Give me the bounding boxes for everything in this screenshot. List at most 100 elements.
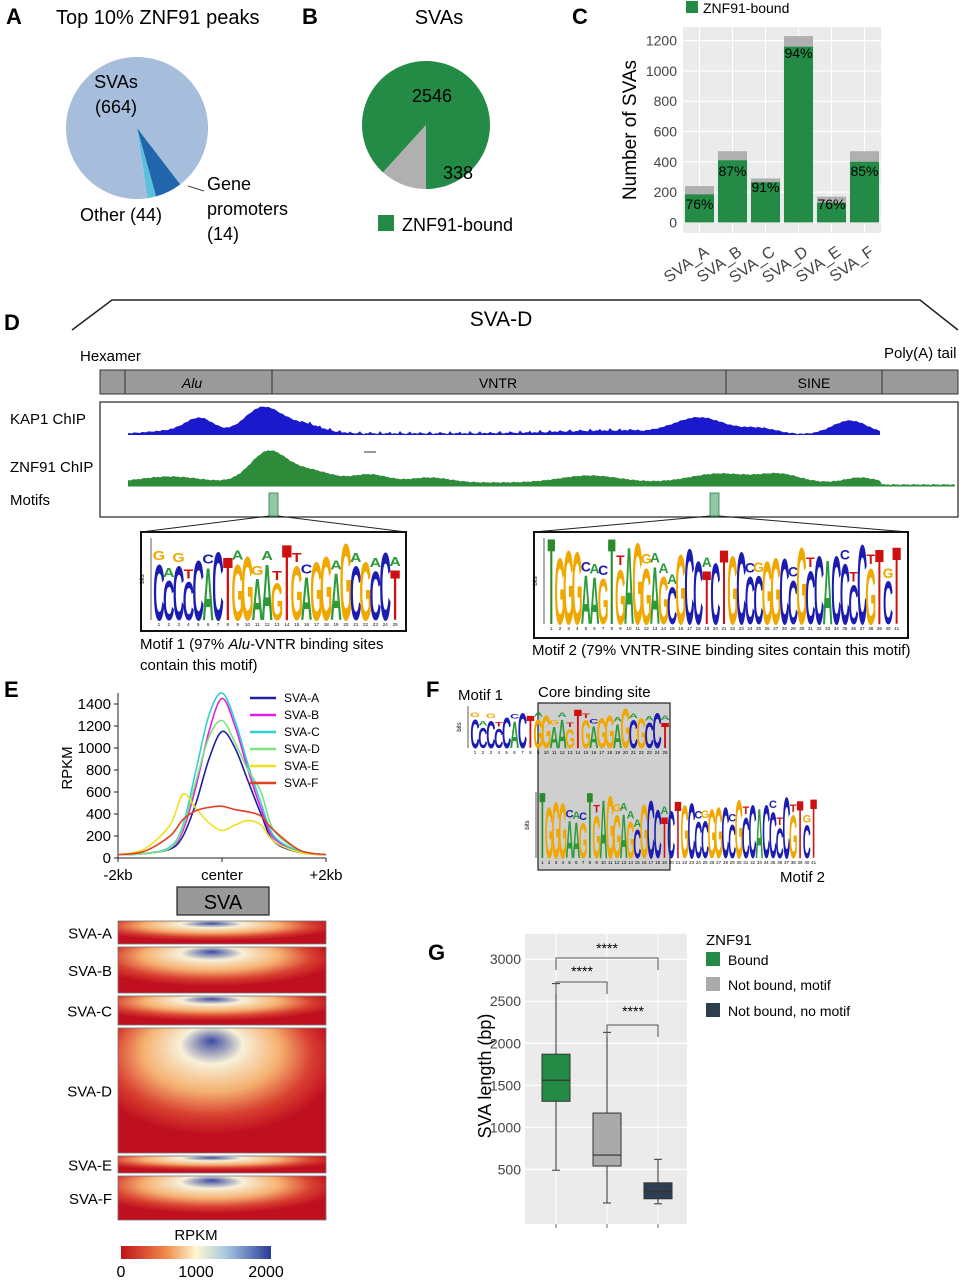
logo-2-letter: G bbox=[555, 540, 566, 645]
bar-c-pct-SVA_F: 85% bbox=[850, 163, 878, 179]
logo-f2-letter-small: C bbox=[728, 813, 736, 825]
logo-f1-letter: C bbox=[629, 713, 638, 757]
bar-c-ylabel: Number of SVAs bbox=[620, 60, 641, 200]
logo-f2-letter bbox=[541, 793, 544, 858]
logo-f2-letter: C bbox=[654, 797, 662, 874]
logo-2-bits: bits bbox=[533, 576, 539, 585]
motif-1-caption-line-2: contain this motif) bbox=[140, 657, 258, 674]
logo-f1-pos: 3 bbox=[490, 750, 493, 755]
logo-f1-letter-small: A bbox=[629, 712, 639, 719]
logo-f2-pos: 23 bbox=[689, 860, 695, 865]
logo-2-letter: G bbox=[658, 564, 669, 639]
logo-2-pos: 12 bbox=[644, 626, 650, 631]
logo-f1-letter-small: A bbox=[557, 712, 567, 719]
logo-f2-letter-small: T bbox=[790, 803, 797, 815]
logo-2-letter: G bbox=[641, 553, 652, 642]
panel-d: D SVA-D Hexamer Poly(A) tail Alu VNTR SI… bbox=[4, 299, 959, 674]
logo-1-pos: 14 bbox=[284, 622, 290, 627]
logo-f2-letter: C bbox=[742, 805, 750, 870]
logo-2-pos: 33 bbox=[825, 626, 831, 631]
box-g-ytick: 500 bbox=[498, 1161, 522, 1177]
line-e-ytick: 400 bbox=[86, 806, 111, 823]
logo-2-letter: C bbox=[745, 563, 755, 639]
logo-1-letter-small: A bbox=[350, 551, 362, 566]
logo-2-letter: A bbox=[581, 562, 591, 640]
logo-2-pos: 15 bbox=[670, 626, 676, 631]
logo-2-pos: 8 bbox=[610, 626, 613, 631]
logo-f1-letter: G bbox=[533, 712, 543, 758]
box-g-ytick: 2500 bbox=[490, 993, 521, 1009]
logo-f1-pos: 7 bbox=[521, 750, 524, 755]
logo-f1-pos: 5 bbox=[505, 750, 508, 755]
logo-2-letter-small: C bbox=[581, 559, 591, 575]
logo-1-pos: 17 bbox=[314, 622, 320, 627]
panel-f-letter: F bbox=[426, 677, 439, 702]
box-g-legend-swatch-nomotif bbox=[706, 1003, 720, 1017]
colorbar-title: RPKM bbox=[174, 1227, 217, 1244]
logo-f1-pos: 16 bbox=[591, 750, 597, 755]
motif-1-marker bbox=[268, 492, 279, 517]
logo-f2-pos: 3 bbox=[555, 860, 558, 865]
logo-f2-letter: G bbox=[579, 812, 588, 869]
logo-2-pos: 24 bbox=[747, 626, 753, 631]
logo-f2-pos: 11 bbox=[608, 860, 613, 865]
logo-1-letter-small: A bbox=[261, 549, 273, 564]
bar-c-bound-SVA_C bbox=[750, 182, 781, 223]
logo-f1-letter-small: C bbox=[589, 718, 599, 725]
logo-f1-pos: 9 bbox=[537, 750, 540, 755]
logo-f1-letter-small: T bbox=[566, 722, 575, 729]
track-znf91-label: ZNF91 ChIP bbox=[10, 459, 93, 476]
motif-2-zoom-left bbox=[533, 515, 711, 533]
logo-f1-pos: 18 bbox=[607, 750, 613, 755]
logo-f2-pos: 32 bbox=[750, 860, 756, 865]
bar-c-pct-SVA_E: 76% bbox=[817, 196, 845, 212]
logo-1-letter: C bbox=[350, 551, 361, 637]
bar-c-bound-SVA_F bbox=[849, 161, 880, 223]
logo-f1-letter: C bbox=[645, 716, 654, 756]
logo-1-letter-small: C bbox=[301, 563, 313, 578]
motif-2-marker bbox=[709, 492, 720, 517]
logo-2-pos: 14 bbox=[661, 626, 667, 631]
logo-2-letter-small: C bbox=[840, 546, 850, 562]
bar-c-pct-SVA_B: 87% bbox=[718, 163, 746, 179]
heatmap: SVA-A SVA-B SVA-C SVA-D SVA-E SVA-F bbox=[67, 920, 327, 1221]
core-binding-box bbox=[537, 702, 671, 871]
logo-f1-letter: G bbox=[636, 710, 646, 757]
motif-1-zoom-right bbox=[277, 515, 407, 533]
pie-b-label-unbound: 338 bbox=[443, 163, 473, 183]
logo-2-letter: G bbox=[865, 553, 876, 642]
box-g-legend-motif: Not bound, motif bbox=[728, 977, 831, 993]
bar-c-bound-SVA_E bbox=[816, 202, 847, 223]
logo-1-pos: 3 bbox=[177, 622, 180, 627]
logo-2-letter: C bbox=[848, 573, 858, 636]
logo-f2-letter-small: G bbox=[803, 813, 812, 825]
logo-1-letter-small: A bbox=[370, 556, 382, 571]
logo-f1-pos: 20 bbox=[623, 750, 629, 755]
logo-f2-letter-small: C bbox=[579, 811, 587, 823]
logo-f2-letter: G bbox=[640, 789, 649, 874]
logo-1-pos: 6 bbox=[207, 622, 210, 627]
logo-2-pos: 40 bbox=[886, 626, 892, 631]
heatmap-title-box bbox=[176, 886, 270, 916]
logo-2-letter-small: A bbox=[650, 549, 660, 565]
logo-2-letter: T bbox=[892, 524, 901, 647]
logo-f2-letter: G bbox=[613, 804, 622, 872]
logo-f2-letter: C bbox=[803, 817, 811, 869]
logo-f1-bits: bits bbox=[457, 722, 463, 731]
box-g-box-0 bbox=[541, 1053, 571, 1102]
logo-f1-pos: 24 bbox=[655, 750, 661, 755]
heatmap-title: SVA bbox=[204, 892, 243, 914]
logo-1-pos: 10 bbox=[245, 622, 251, 627]
logo-2-letter: C bbox=[805, 556, 815, 641]
logo-f1-letter: T bbox=[574, 697, 582, 760]
logo-f2-pos: 22 bbox=[682, 860, 688, 865]
logo-f2-letter: C bbox=[776, 820, 784, 868]
box-g-sig-bracket bbox=[555, 981, 608, 994]
bar-c-ytick: 0 bbox=[669, 214, 677, 230]
sva-d-title: SVA-D bbox=[470, 308, 533, 331]
logo-f2-letter: C bbox=[783, 781, 791, 878]
panel-a: A Top 10% ZNF91 peaks SVAs (664) Other (… bbox=[6, 4, 288, 244]
seg-alu: Alu bbox=[181, 375, 202, 391]
line-e-ytick: 1000 bbox=[78, 740, 111, 757]
